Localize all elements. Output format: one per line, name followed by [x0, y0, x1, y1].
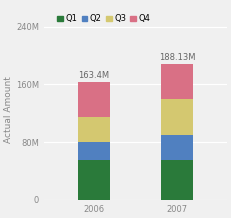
Bar [78, 142, 109, 160]
Y-axis label: Actual Amount: Actual Amount [4, 76, 13, 143]
Text: 163.4M: 163.4M [78, 71, 109, 80]
Bar [161, 99, 193, 135]
Bar [161, 135, 193, 160]
Legend: Q1, Q2, Q3, Q4: Q1, Q2, Q3, Q4 [57, 14, 151, 23]
Bar [161, 160, 193, 200]
Bar [161, 64, 193, 99]
Bar [78, 117, 109, 142]
Bar [78, 160, 109, 200]
Text: 188.13M: 188.13M [159, 53, 195, 62]
Bar [78, 82, 109, 117]
